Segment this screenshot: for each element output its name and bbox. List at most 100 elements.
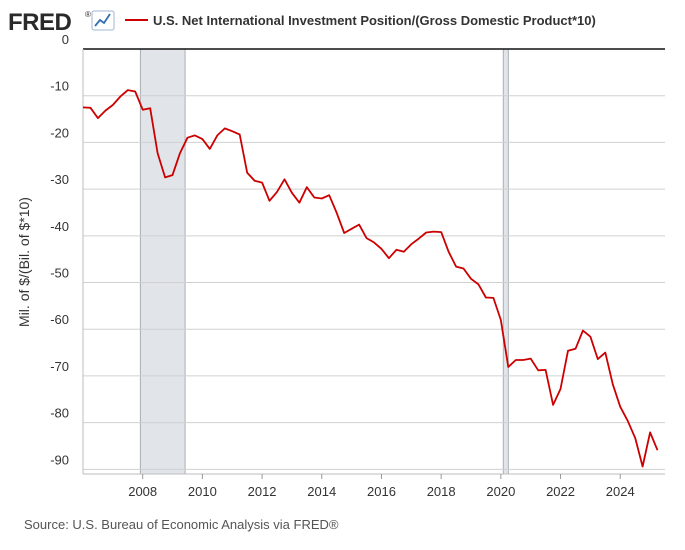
x-tick-label: 2016 bbox=[367, 484, 396, 499]
data-point[interactable] bbox=[343, 232, 345, 234]
data-point[interactable] bbox=[425, 231, 427, 233]
y-tick-label: -70 bbox=[50, 359, 69, 374]
data-point[interactable] bbox=[268, 200, 270, 202]
data-point[interactable] bbox=[537, 369, 539, 371]
data-point[interactable] bbox=[119, 95, 121, 97]
data-point[interactable] bbox=[641, 465, 643, 467]
data-point[interactable] bbox=[224, 127, 226, 129]
data-point[interactable] bbox=[626, 420, 628, 422]
data-point[interactable] bbox=[529, 357, 531, 359]
data-point[interactable] bbox=[515, 359, 517, 361]
data-point[interactable] bbox=[447, 250, 449, 252]
data-point[interactable] bbox=[246, 172, 248, 174]
y-tick-label: -50 bbox=[50, 266, 69, 281]
data-point[interactable] bbox=[313, 196, 315, 198]
axes bbox=[82, 48, 665, 479]
data-point[interactable] bbox=[582, 329, 584, 331]
data-point[interactable] bbox=[112, 104, 114, 106]
data-point[interactable] bbox=[522, 359, 524, 361]
data-point[interactable] bbox=[395, 249, 397, 251]
data-point[interactable] bbox=[335, 212, 337, 214]
x-tick-label: 2010 bbox=[188, 484, 217, 499]
y-axis-label: Mil. of $/(Bil. of $*10) bbox=[16, 197, 32, 327]
data-point[interactable] bbox=[410, 243, 412, 245]
fred-graph-icon bbox=[91, 10, 115, 31]
registered-mark: ® bbox=[85, 10, 91, 19]
data-point[interactable] bbox=[612, 383, 614, 385]
chart-title: U.S. Net International Investment Positi… bbox=[153, 13, 596, 28]
data-point[interactable] bbox=[194, 134, 196, 136]
data-point[interactable] bbox=[350, 228, 352, 230]
data-point[interactable] bbox=[171, 174, 173, 176]
data-point[interactable] bbox=[306, 186, 308, 188]
y-tick-label: -40 bbox=[50, 219, 69, 234]
data-point[interactable] bbox=[619, 406, 621, 408]
data-point[interactable] bbox=[164, 176, 166, 178]
data-point[interactable] bbox=[403, 250, 405, 252]
data-point[interactable] bbox=[552, 404, 554, 406]
data-point[interactable] bbox=[388, 257, 390, 259]
data-point[interactable] bbox=[567, 350, 569, 352]
data-point[interactable] bbox=[380, 248, 382, 250]
data-point[interactable] bbox=[97, 117, 99, 119]
x-tick-label: 2012 bbox=[248, 484, 277, 499]
x-tick-label: 2008 bbox=[128, 484, 157, 499]
series-line[interactable] bbox=[82, 89, 659, 468]
data-point[interactable] bbox=[283, 178, 285, 180]
data-point[interactable] bbox=[373, 241, 375, 243]
x-tick-label: 2024 bbox=[606, 484, 635, 499]
data-point[interactable] bbox=[500, 319, 502, 321]
data-point[interactable] bbox=[149, 107, 151, 109]
data-point[interactable] bbox=[559, 388, 561, 390]
data-point[interactable] bbox=[432, 230, 434, 232]
data-point[interactable] bbox=[201, 138, 203, 140]
data-point[interactable] bbox=[589, 335, 591, 337]
x-tick-label: 2018 bbox=[427, 484, 456, 499]
data-point[interactable] bbox=[216, 134, 218, 136]
series-layer bbox=[82, 89, 659, 468]
data-point[interactable] bbox=[656, 449, 658, 451]
data-point[interactable] bbox=[261, 181, 263, 183]
data-point[interactable] bbox=[597, 358, 599, 360]
data-point[interactable] bbox=[134, 90, 136, 92]
data-point[interactable] bbox=[231, 130, 233, 132]
data-point[interactable] bbox=[82, 106, 84, 108]
recession-band bbox=[502, 48, 509, 475]
data-point[interactable] bbox=[492, 297, 494, 299]
y-tick-label: -30 bbox=[50, 172, 69, 187]
data-point[interactable] bbox=[485, 296, 487, 298]
data-point[interactable] bbox=[141, 109, 143, 111]
data-point[interactable] bbox=[321, 197, 323, 199]
data-point[interactable] bbox=[328, 194, 330, 196]
data-point[interactable] bbox=[462, 267, 464, 269]
data-point[interactable] bbox=[507, 366, 509, 368]
data-point[interactable] bbox=[291, 192, 293, 194]
data-point[interactable] bbox=[253, 180, 255, 182]
data-point[interactable] bbox=[470, 278, 472, 280]
data-point[interactable] bbox=[418, 237, 420, 239]
fred-logo[interactable]: FRED bbox=[8, 9, 72, 36]
data-point[interactable] bbox=[179, 152, 181, 154]
data-point[interactable] bbox=[455, 265, 457, 267]
data-point[interactable] bbox=[127, 89, 129, 91]
data-point[interactable] bbox=[365, 237, 367, 239]
data-point[interactable] bbox=[298, 201, 300, 203]
data-point[interactable] bbox=[238, 133, 240, 135]
data-point[interactable] bbox=[156, 152, 158, 154]
source-note: Source: U.S. Bureau of Economic Analysis… bbox=[24, 517, 339, 532]
data-point[interactable] bbox=[440, 231, 442, 233]
data-point[interactable] bbox=[604, 351, 606, 353]
data-point[interactable] bbox=[104, 109, 106, 111]
data-point[interactable] bbox=[649, 431, 651, 433]
data-point[interactable] bbox=[477, 283, 479, 285]
data-point[interactable] bbox=[634, 437, 636, 439]
data-point[interactable] bbox=[544, 369, 546, 371]
data-point[interactable] bbox=[89, 107, 91, 109]
data-point[interactable] bbox=[276, 191, 278, 193]
y-tick-labels: 0 -10 -20 -30 -40 -50 -60 -70 -80 -90 bbox=[50, 32, 69, 467]
data-point[interactable] bbox=[186, 137, 188, 139]
data-point[interactable] bbox=[358, 223, 360, 225]
data-point[interactable] bbox=[574, 348, 576, 350]
data-point[interactable] bbox=[209, 148, 211, 150]
